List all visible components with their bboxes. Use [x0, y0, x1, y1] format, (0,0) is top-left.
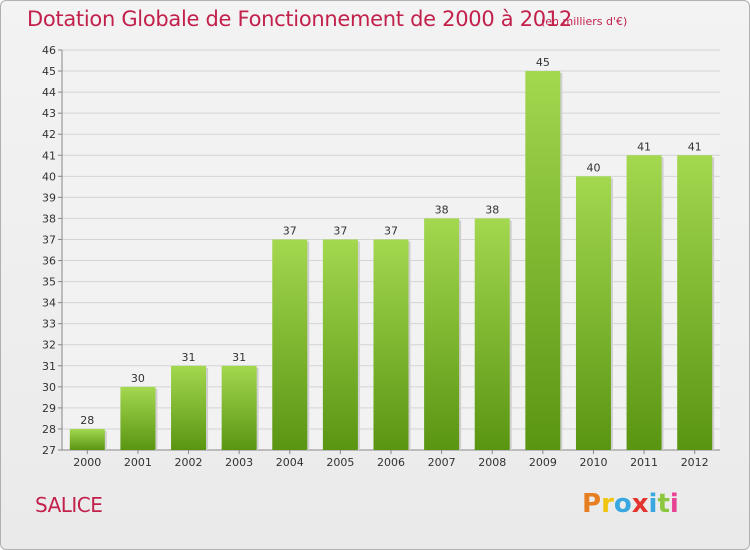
- bars: [69, 71, 715, 450]
- x-tick-label: 2008: [478, 456, 506, 469]
- data-label: 38: [485, 203, 499, 216]
- bar-2008: [474, 218, 510, 450]
- data-label: 31: [182, 351, 196, 364]
- y-tick-label: 31: [42, 360, 56, 373]
- commune-name: SALICE: [35, 493, 103, 517]
- y-tick-label: 44: [42, 86, 56, 99]
- y-tick-label: 43: [42, 107, 56, 120]
- y-tick-label: 33: [42, 318, 56, 331]
- x-tick-label: 2004: [276, 456, 304, 469]
- data-label: 40: [586, 161, 600, 174]
- y-tick-label: 34: [42, 297, 56, 310]
- x-tick-label: 2001: [124, 456, 152, 469]
- bar-2001: [120, 386, 156, 450]
- y-tick-label: 41: [42, 149, 56, 162]
- bar-2004: [272, 239, 308, 450]
- y-tick-label: 37: [42, 233, 56, 246]
- data-label: 28: [80, 414, 94, 427]
- x-tick-label: 2000: [73, 456, 101, 469]
- x-tick-label: 2003: [225, 456, 253, 469]
- x-tick-labels: 2000 2001 2002 2003 2004 2005 2006 2007 2008 2009…: [73, 456, 708, 469]
- bar-2011: [626, 155, 662, 450]
- y-tick-label: 30: [42, 381, 56, 394]
- y-tick-label: 38: [42, 212, 56, 225]
- bar-2000: [69, 428, 105, 450]
- data-label: 30: [131, 372, 145, 385]
- bar-2002: [171, 365, 207, 450]
- data-labels: 28 30 31 31 37 37 37 38 38 45 40 41 41: [80, 56, 701, 427]
- data-label: 37: [333, 224, 347, 237]
- y-tick-label: 40: [42, 170, 56, 183]
- data-label: 41: [637, 140, 651, 153]
- data-label: 31: [232, 351, 246, 364]
- y-tick-labels: 27 28 29 30 31 32 33 34 35 36 37 38 39 40 41 42 43 44 45 46: [42, 44, 56, 457]
- x-tick-label: 2009: [529, 456, 557, 469]
- bar-2006: [373, 239, 409, 450]
- y-tick-label: 29: [42, 402, 56, 415]
- y-tick-label: 32: [42, 339, 56, 352]
- data-label: 45: [536, 56, 550, 69]
- bar-2009: [525, 71, 561, 450]
- bar-2005: [322, 239, 358, 450]
- data-label: 41: [688, 140, 702, 153]
- bar-2010: [575, 176, 611, 450]
- y-tick-label: 45: [42, 65, 56, 78]
- x-tick-label: 2007: [428, 456, 456, 469]
- chart-subtitle: (en milliers d'€): [541, 15, 628, 28]
- y-tick-label: 28: [42, 423, 56, 436]
- x-tick-label: 2005: [326, 456, 354, 469]
- x-tick-label: 2006: [377, 456, 405, 469]
- data-label: 37: [283, 224, 297, 237]
- x-tick-label: 2002: [175, 456, 203, 469]
- data-label: 37: [384, 224, 398, 237]
- y-tick-label: 39: [42, 191, 56, 204]
- data-label: 38: [435, 203, 449, 216]
- y-tick-label: 42: [42, 128, 56, 141]
- bar-2003: [221, 365, 257, 450]
- chart-title: Dotation Globale de Fonctionnement de 20…: [27, 7, 572, 31]
- proxiti-logo[interactable]: Proxiti: [582, 489, 679, 519]
- bar-2007: [424, 218, 460, 450]
- x-tick-label: 2012: [681, 456, 709, 469]
- x-tick-label: 2010: [579, 456, 607, 469]
- y-tick-label: 35: [42, 276, 56, 289]
- y-tick-label: 36: [42, 255, 56, 268]
- y-tick-label: 46: [42, 44, 56, 57]
- y-tick-label: 27: [42, 444, 56, 457]
- x-tick-label: 2011: [630, 456, 658, 469]
- bar-2012: [677, 155, 713, 450]
